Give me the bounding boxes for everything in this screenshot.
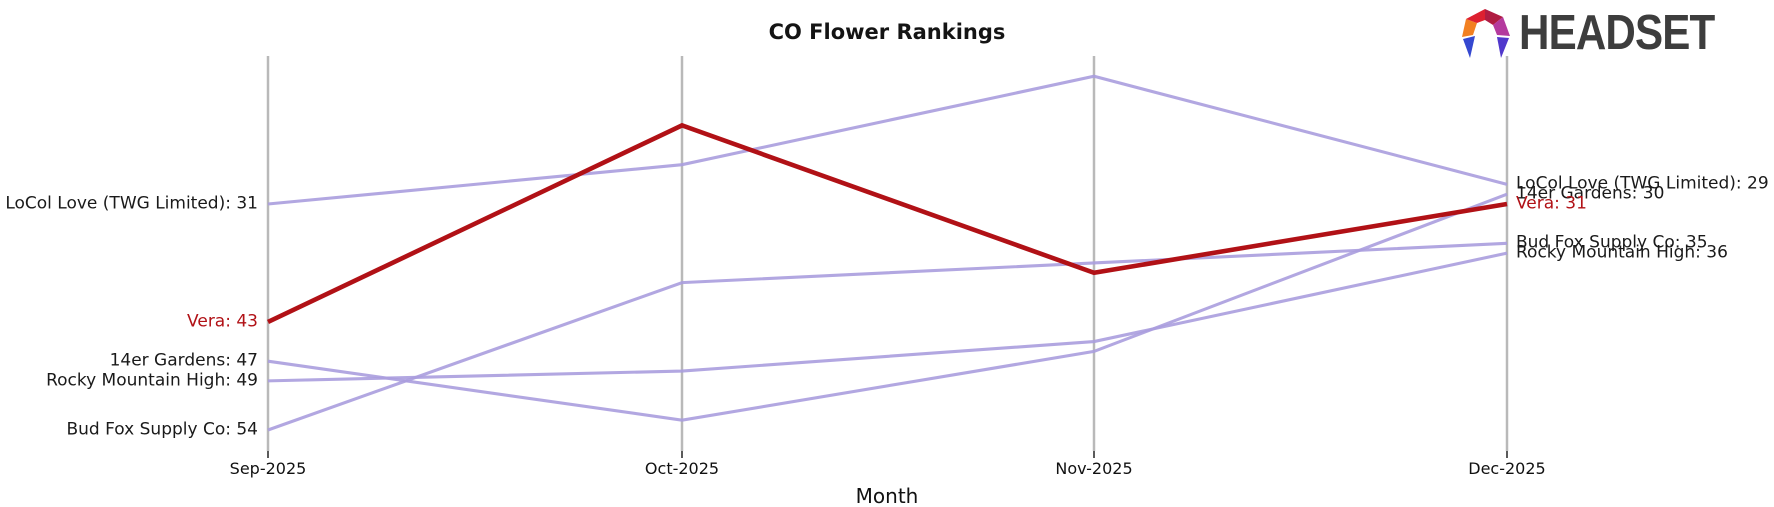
- series-label-right-14er-gardens: 14er Gardens: 30: [1516, 183, 1665, 204]
- series-label-right-locol-love-twg-limited: LoCol Love (TWG Limited): 29: [1516, 173, 1769, 194]
- x-tick-label-sep-2025: Sep-2025: [229, 459, 307, 478]
- series-line-bud-fox-supply-co: [267, 241, 1508, 432]
- headset-arch-icon: [1462, 9, 1510, 58]
- series-label-left-14er-gardens: 14er Gardens: 47: [109, 350, 258, 371]
- series-label-left-locol-love-twg-limited: LoCol Love (TWG Limited): 31: [5, 193, 258, 214]
- chart-title: CO Flower Rankings: [768, 20, 1006, 44]
- series-label-left-vera: Vera: 43: [187, 311, 258, 332]
- series-label-left-bud-fox-supply-co: Bud Fox Supply Co: 54: [66, 419, 258, 440]
- headset-logo: HEADSET: [1459, 5, 1746, 61]
- headset-logo-text: HEADSET: [1519, 5, 1715, 60]
- x-tick-label-oct-2025: Oct-2025: [644, 459, 720, 478]
- series-line-vera: [267, 122, 1508, 324]
- series-line-rocky-mountain-high: [267, 251, 1508, 383]
- series-line-14er-gardens: [267, 192, 1508, 422]
- series-line-locol-love-twg-limited: [267, 74, 1508, 206]
- x-tick-label-nov-2025: Nov-2025: [1055, 459, 1133, 478]
- series-label-left-rocky-mountain-high: Rocky Mountain High: 49: [46, 370, 258, 391]
- series-label-right-bud-fox-supply-co: Bud Fox Supply Co: 35: [1516, 232, 1708, 253]
- x-axis-title: Month: [855, 484, 919, 507]
- series-label-right-rocky-mountain-high: Rocky Mountain High: 36: [1516, 242, 1728, 263]
- series-label-right-vera: Vera: 31: [1516, 193, 1587, 214]
- x-tick-label-dec-2025: Dec-2025: [1468, 459, 1546, 478]
